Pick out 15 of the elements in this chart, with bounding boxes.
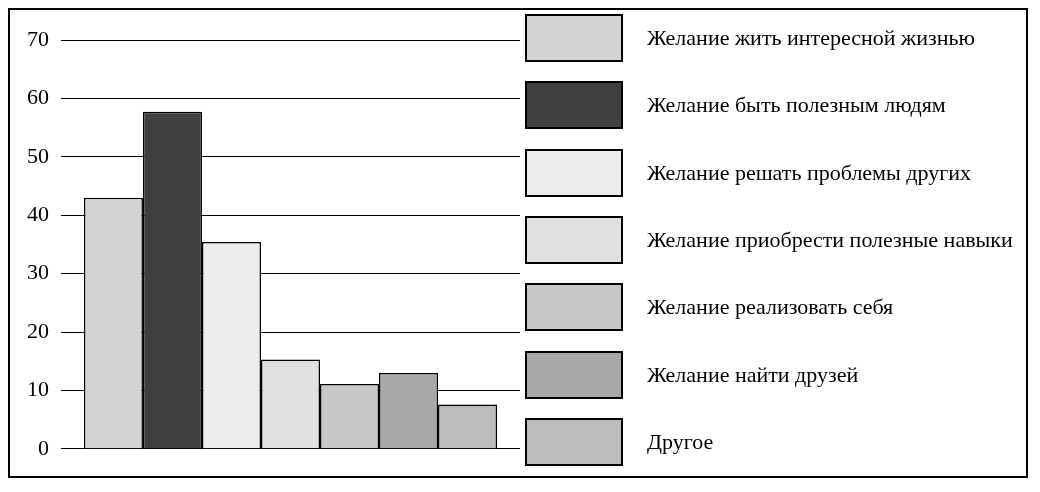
legend-label: Желание найти друзей	[647, 361, 860, 387]
y-tick-label: 60	[27, 84, 49, 110]
legend-label: Желание приобрести полезные навыки	[647, 226, 1014, 252]
legend-label: Желание жить интересной жизнью	[647, 25, 976, 50]
y-tick-label: 40	[27, 200, 49, 226]
legend-label: Желание решать проблемы других	[647, 159, 973, 185]
y-tick-label: 10	[27, 376, 49, 402]
y-tick-label: 20	[27, 317, 49, 343]
y-tick-label: 30	[27, 259, 49, 285]
legend-label: Другое	[647, 428, 715, 454]
legend-label: Желание быть полезным людям	[647, 92, 947, 118]
legend-label: Желание реализовать себя	[647, 294, 895, 320]
y-tick-label: 50	[27, 142, 49, 168]
y-tick-label: 0	[38, 434, 49, 460]
y-tick-label: 70	[27, 25, 49, 51]
